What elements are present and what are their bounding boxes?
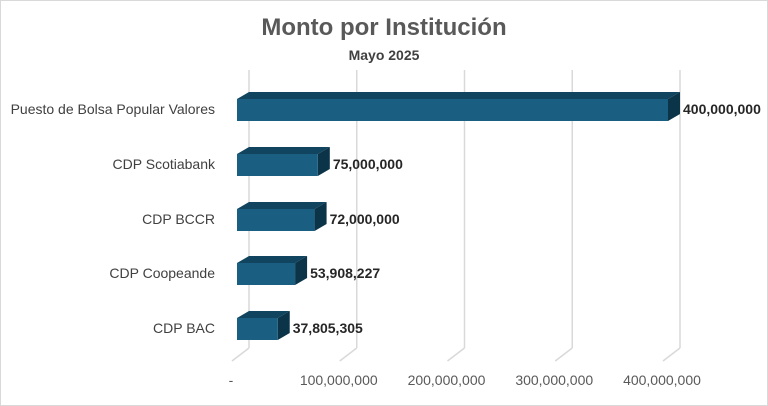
gridline-floor — [231, 347, 250, 362]
category-label: CDP BAC — [153, 320, 215, 336]
bar-top — [237, 256, 308, 263]
gridline-floor — [662, 347, 681, 362]
chart-title: Monto por Institución — [261, 14, 507, 41]
category-label: CDP Scotiabank — [113, 156, 216, 172]
bar-side — [317, 147, 330, 176]
bar — [237, 318, 278, 340]
bar-side — [668, 92, 680, 121]
category-label: Puesto de Bolsa Popular Valores — [11, 101, 215, 117]
bar-top — [237, 311, 290, 318]
bar-side — [277, 311, 290, 340]
data-label: 53,908,227 — [310, 265, 380, 281]
bar — [237, 209, 315, 231]
x-tick-label: 300,000,000 — [515, 372, 593, 388]
chart-subtitle: Mayo 2025 — [348, 47, 420, 63]
bar — [237, 263, 296, 285]
x-tick-label: 200,000,000 — [408, 372, 486, 388]
data-label: 72,000,000 — [330, 211, 400, 227]
bar-top — [237, 147, 330, 154]
bar-top — [237, 92, 680, 99]
gridline-floor — [447, 347, 465, 362]
category-label: CDP Coopeande — [109, 265, 215, 281]
x-tick-label: - — [229, 372, 234, 388]
bar-side — [295, 256, 308, 285]
bar-top — [237, 202, 327, 209]
gridline-floor — [554, 347, 573, 362]
data-label: 75,000,000 — [333, 156, 403, 172]
data-label: 37,805,305 — [293, 320, 363, 336]
bar — [237, 154, 318, 176]
labels: - 100,000,000 200,000,000 300,000,000 400,00… — [11, 101, 761, 388]
data-label: 400,000,000 — [683, 101, 761, 117]
bars — [237, 92, 680, 340]
x-tick-label: 400,000,000 — [623, 372, 701, 388]
bar — [237, 99, 668, 121]
x-tick-label: 100,000,000 — [300, 372, 378, 388]
bar-side — [314, 202, 327, 231]
gridline-floor — [339, 347, 358, 362]
category-label: CDP BCCR — [142, 211, 215, 227]
